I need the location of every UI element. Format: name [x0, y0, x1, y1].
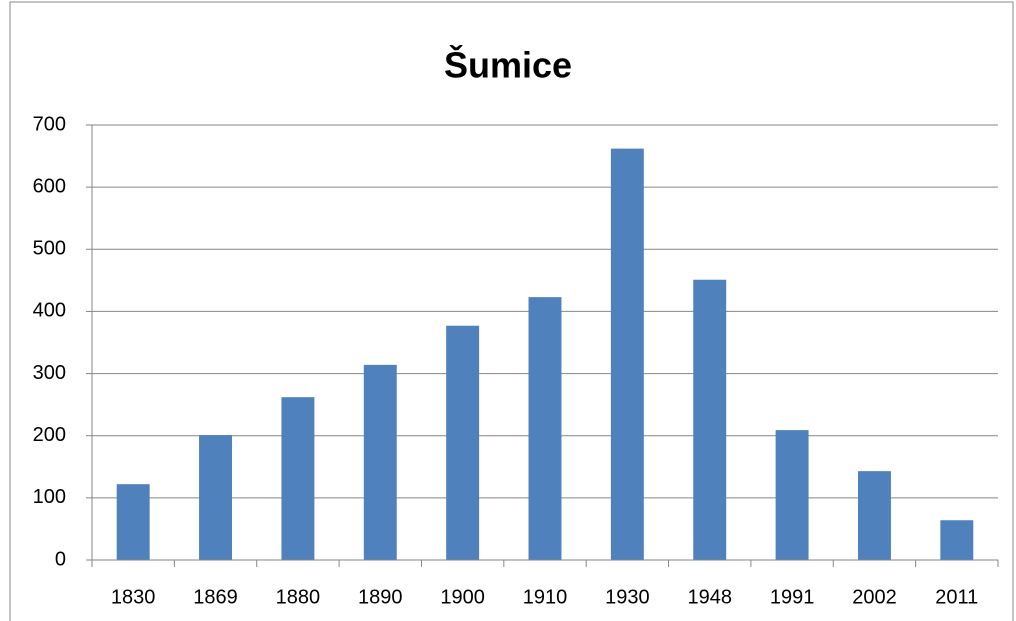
- x-tick-label: 1948: [687, 586, 732, 608]
- y-tick-label: 600: [33, 175, 66, 197]
- x-tick-label: 1991: [770, 586, 815, 608]
- bar: [281, 397, 315, 560]
- bar: [857, 471, 891, 560]
- bar: [528, 297, 562, 560]
- bar: [116, 484, 150, 560]
- y-tick-label: 100: [33, 486, 66, 508]
- x-tick-label: 2011: [935, 586, 978, 608]
- y-tick-label: 700: [33, 113, 66, 135]
- x-tick-label: 1930: [605, 586, 650, 608]
- chart-title: Šumice: [444, 44, 572, 86]
- bar: [199, 435, 233, 560]
- y-tick-label: 400: [33, 300, 66, 322]
- x-tick-label: 1900: [440, 586, 485, 608]
- bar: [610, 148, 644, 560]
- bar: [775, 430, 809, 560]
- x-tick-label: 1880: [276, 586, 321, 608]
- x-tick-label: 1869: [193, 586, 238, 608]
- bar: [940, 520, 974, 560]
- y-tick-label: 0: [55, 548, 66, 570]
- bar: [363, 364, 397, 560]
- x-tick-label: 1890: [358, 586, 403, 608]
- bar: [693, 279, 727, 560]
- y-tick-label: 500: [33, 238, 66, 260]
- x-tick-label: 1830: [111, 586, 156, 608]
- x-tick-label: 1910: [523, 586, 568, 608]
- y-tick-label: 200: [33, 424, 66, 446]
- bar: [446, 325, 480, 560]
- x-tick-label: 2002: [852, 586, 897, 608]
- y-tick-label: 300: [33, 362, 66, 384]
